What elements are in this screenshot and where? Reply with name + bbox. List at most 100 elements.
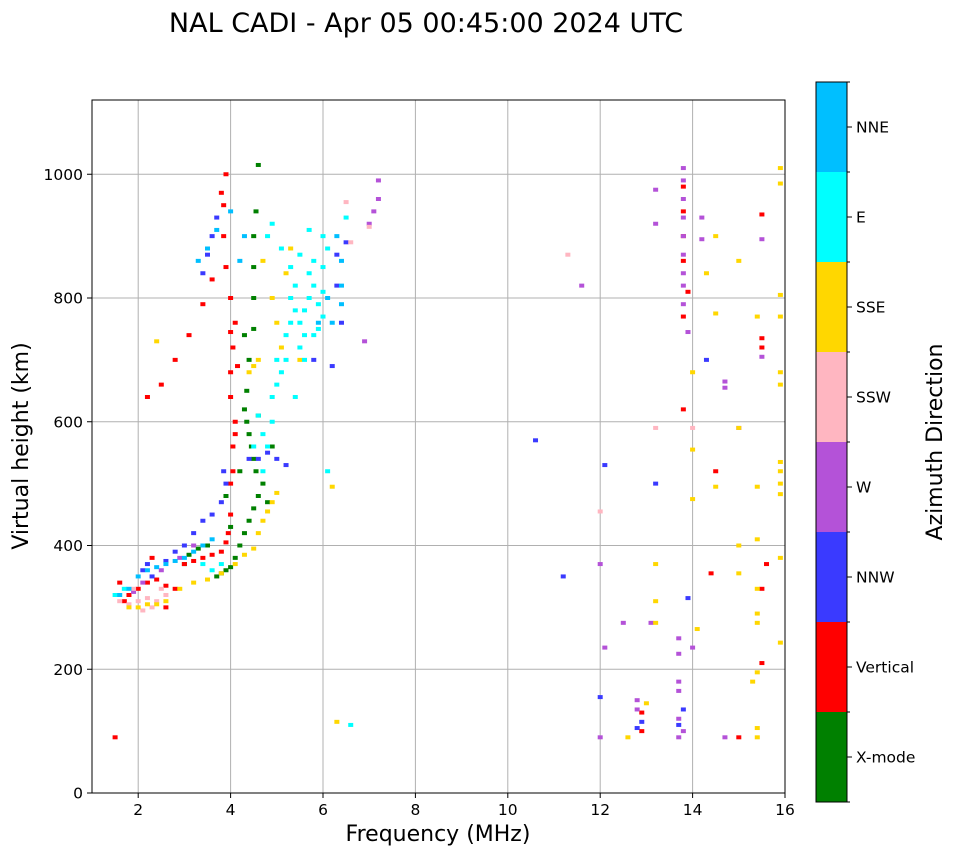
data-point xyxy=(699,215,705,220)
data-point xyxy=(230,469,236,474)
data-point xyxy=(228,209,234,214)
data-point xyxy=(228,370,234,375)
data-point xyxy=(754,484,760,489)
x-tick-label: 8 xyxy=(410,801,420,819)
data-point xyxy=(154,599,160,604)
data-point xyxy=(283,333,289,338)
data-point xyxy=(777,640,783,645)
data-point xyxy=(255,357,261,362)
data-point xyxy=(653,562,659,567)
data-point xyxy=(131,589,137,594)
data-point xyxy=(191,543,197,548)
data-point xyxy=(269,395,275,399)
data-point xyxy=(221,469,227,474)
data-point xyxy=(251,456,257,461)
data-point xyxy=(265,444,271,449)
data-point xyxy=(306,296,312,300)
data-point xyxy=(191,531,197,536)
data-point xyxy=(255,494,261,498)
data-point xyxy=(154,602,160,607)
data-point xyxy=(255,413,261,418)
data-point xyxy=(209,512,215,517)
data-point xyxy=(311,357,317,362)
data-point xyxy=(320,234,326,239)
data-point xyxy=(228,481,234,486)
data-point xyxy=(228,565,234,570)
data-point xyxy=(288,320,294,325)
series-nnw xyxy=(140,215,709,731)
data-point xyxy=(221,203,227,208)
y-tick-label: 0 xyxy=(73,785,83,803)
data-point xyxy=(205,577,210,582)
data-point xyxy=(135,574,141,579)
data-point xyxy=(764,562,770,567)
data-point xyxy=(223,481,229,486)
data-point xyxy=(708,571,714,576)
data-point xyxy=(163,583,169,588)
data-point xyxy=(244,419,250,424)
data-point xyxy=(181,543,187,548)
colorbar: X-mode Vertical NNW W SSW SSE E NNE xyxy=(815,81,915,803)
data-point xyxy=(117,593,123,597)
data-point xyxy=(191,580,197,585)
colorbar-tick-label: NNW xyxy=(856,569,895,587)
data-point xyxy=(329,364,335,369)
data-point xyxy=(251,546,257,551)
series-ssw xyxy=(117,200,696,613)
data-point xyxy=(297,345,303,350)
data-point xyxy=(278,345,284,350)
data-point xyxy=(144,395,150,399)
data-point xyxy=(597,562,603,567)
data-point xyxy=(759,336,765,341)
data-point xyxy=(602,463,608,468)
chart-title: NAL CADI - Apr 05 00:45:00 2024 UTC xyxy=(169,8,683,39)
data-point xyxy=(676,688,682,693)
data-point xyxy=(362,339,368,344)
data-point xyxy=(181,562,187,567)
data-point xyxy=(680,197,686,201)
data-point xyxy=(255,531,261,536)
data-point xyxy=(685,596,691,601)
data-point xyxy=(297,320,303,325)
data-point xyxy=(200,555,206,560)
data-point xyxy=(597,509,603,514)
colorbar-segment xyxy=(816,532,847,622)
data-point xyxy=(334,283,340,288)
data-point xyxy=(777,481,783,486)
data-point xyxy=(754,586,760,591)
data-point xyxy=(260,432,266,437)
data-point xyxy=(777,314,783,319)
data-point xyxy=(163,593,169,597)
data-point xyxy=(255,162,261,167)
data-point xyxy=(653,620,659,625)
data-point xyxy=(653,599,659,604)
data-point xyxy=(200,271,206,276)
series-x-mode xyxy=(181,162,275,579)
data-point xyxy=(338,320,344,325)
data-point xyxy=(223,265,229,270)
data-point xyxy=(690,447,696,452)
data-point xyxy=(736,543,742,548)
colorbar-segment xyxy=(816,622,847,712)
data-point xyxy=(181,555,187,560)
x-tick-label: 12 xyxy=(590,801,610,819)
data-point xyxy=(158,382,164,387)
plot-frame xyxy=(91,99,786,794)
data-point xyxy=(200,543,206,548)
data-point xyxy=(218,571,224,576)
data-point xyxy=(246,357,252,362)
data-point xyxy=(375,178,381,183)
data-point xyxy=(754,314,760,319)
data-point xyxy=(265,509,271,514)
data-point xyxy=(244,388,250,393)
data-point xyxy=(241,333,247,338)
data-point xyxy=(533,438,539,443)
data-point xyxy=(777,492,783,497)
data-point xyxy=(237,543,243,548)
colorbar-tick-label: W xyxy=(856,479,871,497)
data-point xyxy=(237,469,243,474)
data-point xyxy=(274,320,280,325)
data-point xyxy=(315,320,321,325)
data-point xyxy=(329,484,335,489)
data-point xyxy=(292,283,298,288)
